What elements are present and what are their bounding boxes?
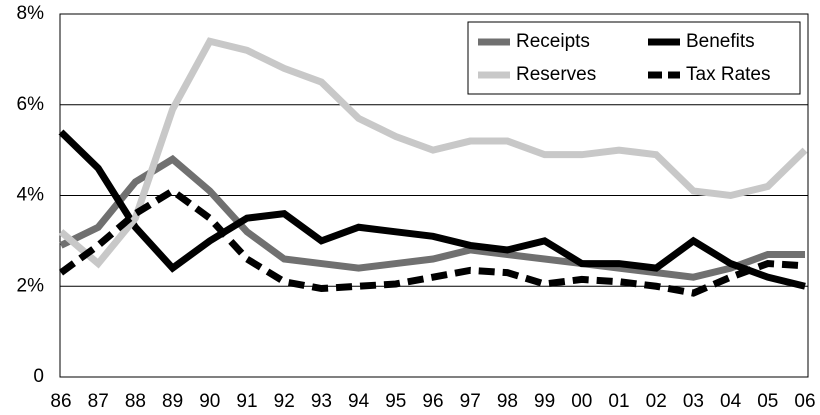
legend-box [467, 21, 801, 95]
y-tick-label: 0 [33, 366, 44, 387]
x-tick-label: 88 [125, 391, 146, 412]
x-tick-label: 97 [460, 391, 481, 412]
y-tick-label: 6% [17, 94, 45, 115]
series-line [59, 154, 805, 281]
x-tick-label: 99 [534, 391, 555, 412]
x-tick-label: 01 [608, 391, 629, 412]
x-tick-label: 91 [236, 391, 257, 412]
x-tick-label: 87 [88, 391, 109, 412]
x-tick-label: 94 [348, 391, 370, 412]
plot-border [59, 13, 809, 378]
series-line [58, 186, 806, 297]
x-tick-label: 89 [162, 391, 183, 412]
x-tick-label: 90 [199, 391, 220, 412]
legend-label: Receipts [516, 31, 590, 52]
x-tick-label: 92 [274, 391, 295, 412]
x-tick-label: 95 [385, 391, 406, 412]
x-tick-label: 93 [311, 391, 332, 412]
x-tick-label: 03 [683, 391, 704, 412]
x-tick-label: 02 [646, 391, 667, 412]
x-tick-label: 04 [720, 391, 742, 412]
x-tick-label: 96 [422, 391, 443, 412]
x-tick-label: 98 [497, 391, 518, 412]
legend-label: Benefits [686, 31, 755, 52]
x-tick-label: 06 [794, 391, 815, 412]
series-line [58, 37, 808, 269]
legend: Receipts Benefits Reserves Tax Rates [467, 21, 801, 95]
legend-label: Reserves [516, 64, 596, 85]
series-line [58, 129, 806, 290]
x-tick-label: 86 [50, 391, 71, 412]
legend-label: Tax Rates [686, 64, 770, 85]
y-tick-label: 4% [17, 185, 45, 206]
x-tick-label: 00 [571, 391, 592, 412]
y-tick-label: 2% [17, 275, 45, 296]
y-tick-label: 8% [17, 3, 45, 24]
x-tick-label: 05 [757, 391, 778, 412]
